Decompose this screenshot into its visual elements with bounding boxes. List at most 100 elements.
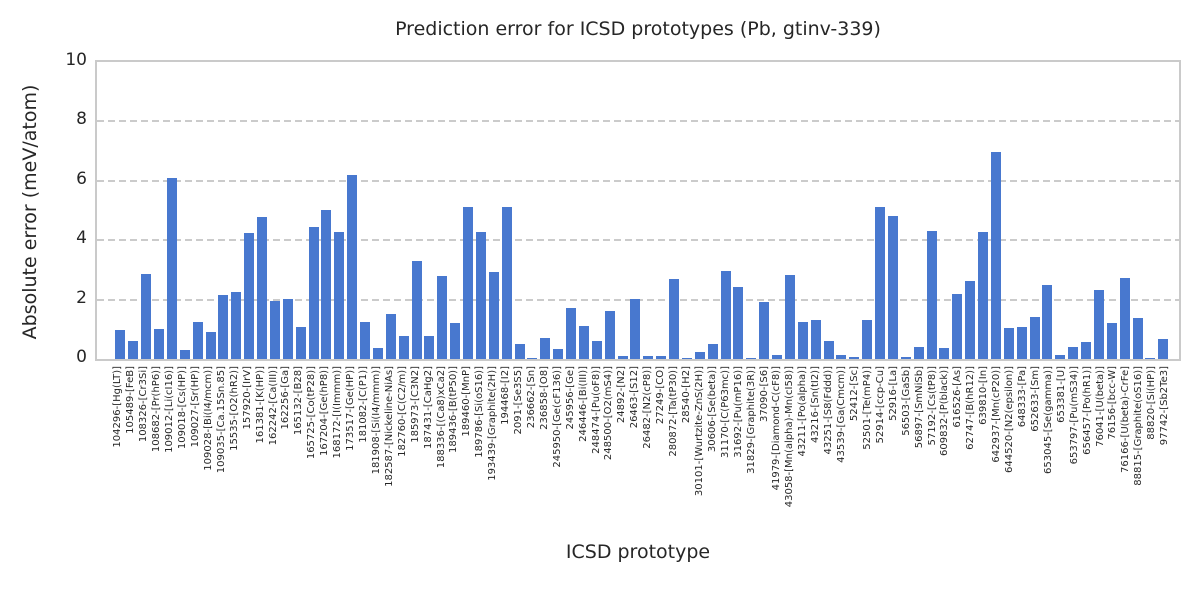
bar-slot bbox=[166, 62, 179, 359]
bar-slot bbox=[1105, 62, 1118, 359]
bar-slot bbox=[1118, 62, 1131, 359]
bar-slot bbox=[938, 62, 951, 359]
bar bbox=[707, 344, 718, 359]
x-tick-label: 31170-[C(P63mc)] bbox=[719, 366, 731, 459]
x-tick-slot: 31829-[Graphite(3R)] bbox=[745, 366, 758, 538]
bar bbox=[553, 349, 564, 359]
x-tick-slot: 15535-[O2(hR2)] bbox=[228, 366, 241, 538]
x-tick-label: 157920-[IrV] bbox=[241, 366, 253, 430]
x-tick-slot: 248500-[O2(mS4)] bbox=[603, 366, 616, 538]
x-tick-label: 43216-[Sn(tI2)] bbox=[810, 366, 822, 443]
bar bbox=[566, 307, 577, 359]
x-tick-slot: 185973-[C3N2] bbox=[409, 366, 422, 538]
x-tick-slot: 648333-[Pa] bbox=[1017, 366, 1030, 538]
x-tick-slot: 109028-[Bi(I4/mcm)] bbox=[202, 366, 215, 538]
bar-series bbox=[114, 62, 1170, 359]
bar bbox=[591, 340, 602, 359]
x-tick-label: 245956-[Ge] bbox=[564, 366, 576, 430]
x-tick-label: 62747-[B(hR12)] bbox=[965, 366, 977, 450]
x-tick-label: 165132-[B28] bbox=[293, 366, 305, 436]
bar-slot bbox=[436, 62, 449, 359]
bar-slot bbox=[796, 62, 809, 359]
x-tick-slot: 157920-[IrV] bbox=[241, 366, 254, 538]
x-tick-label: 76166-[U(beta)-CrFe] bbox=[1120, 366, 1132, 473]
x-tick-label: 52916-[La] bbox=[887, 366, 899, 421]
bar-slot bbox=[925, 62, 938, 359]
x-tick-label: 52501-[Te(mP4)] bbox=[861, 366, 873, 450]
bar bbox=[669, 278, 680, 359]
bar bbox=[192, 321, 203, 359]
x-tick-slot: 43058-[Mn(alpha)-Mn(cI58)] bbox=[784, 366, 797, 538]
x-tick-slot: 616526-[As] bbox=[952, 366, 965, 538]
bar-slot bbox=[964, 62, 977, 359]
bar bbox=[1093, 289, 1104, 359]
bar-slot bbox=[294, 62, 307, 359]
x-tick-slot: 162256-[Ga] bbox=[280, 366, 293, 538]
x-tick-slot: 56897-[SmNiSb] bbox=[913, 366, 926, 538]
bar-slot bbox=[243, 62, 256, 359]
x-tick-label: 43058-[Mn(alpha)-Mn(cI58)] bbox=[784, 366, 796, 508]
x-tick-slot: 236858-[O8] bbox=[538, 366, 551, 538]
bar-slot bbox=[693, 62, 706, 359]
x-tick-label: 109027-[Sr(HP)] bbox=[189, 366, 201, 448]
x-tick-label: 52914-[ccp-Cu] bbox=[874, 366, 886, 444]
bar bbox=[1003, 328, 1014, 359]
x-tick-label: 41979-[Diamond-C(cF8)] bbox=[771, 366, 783, 491]
x-tick-slot: 88815-[Graphite(oS16)] bbox=[1133, 366, 1146, 538]
bar bbox=[578, 326, 589, 359]
x-tick-label: 15535-[O2(hR2)] bbox=[228, 366, 240, 451]
bar bbox=[308, 226, 319, 359]
x-tick-label: 189436-[B(tP50)] bbox=[448, 366, 460, 453]
bar bbox=[398, 336, 409, 359]
bar-slot bbox=[462, 62, 475, 359]
bar-slot bbox=[668, 62, 681, 359]
bar bbox=[733, 287, 744, 359]
x-tick-slot: 161381-[K(HP)] bbox=[254, 366, 267, 538]
y-tick-label: 10 bbox=[65, 50, 87, 70]
bar bbox=[334, 231, 345, 359]
bar-slot bbox=[140, 62, 153, 359]
x-tick-slot: 76156-[bcc-W] bbox=[1107, 366, 1120, 538]
x-tick-label: 181908-[Si(I4/mmm)] bbox=[370, 366, 382, 475]
x-tick-slot: 2091-[Se3S5] bbox=[513, 366, 526, 538]
gridline bbox=[97, 239, 1179, 242]
bar bbox=[437, 276, 448, 359]
x-tick-label: 2091-[Se3S5] bbox=[513, 366, 525, 435]
x-tick-label: 168172-[I(Immm)] bbox=[332, 366, 344, 459]
x-tick-label: 644520-[N2(epsilon)] bbox=[1004, 366, 1016, 473]
bar-slot bbox=[706, 62, 719, 359]
bar bbox=[746, 358, 757, 359]
plot-area bbox=[95, 60, 1181, 361]
bar bbox=[926, 230, 937, 359]
y-tick-label: 8 bbox=[76, 109, 87, 130]
bar-slot bbox=[655, 62, 668, 359]
x-tick-label: 57192-[Cs(tP8)] bbox=[926, 366, 938, 446]
bar-slot bbox=[423, 62, 436, 359]
x-tick-label: 43539-[Ga(Cmcm)] bbox=[836, 366, 848, 463]
bar-slot bbox=[809, 62, 822, 359]
x-tick-slot: 109018-[Cs(HP)] bbox=[177, 366, 190, 538]
x-tick-slot: 104296-[Hg(LT)] bbox=[112, 366, 125, 538]
x-tick-label: 189460-[MnP] bbox=[461, 366, 473, 437]
x-tick-label: 248500-[O2(mS4)] bbox=[603, 366, 615, 461]
x-tick-slot: 109012-[Li(cI16)] bbox=[164, 366, 177, 538]
bar-slot bbox=[616, 62, 629, 359]
bar bbox=[900, 357, 911, 359]
bar bbox=[411, 261, 422, 359]
x-tick-label: 27249-[CO] bbox=[655, 366, 667, 425]
x-tick-label: 109012-[Li(cI16)] bbox=[164, 366, 176, 453]
x-tick-slot: 168172-[I(Immm)] bbox=[332, 366, 345, 538]
x-tick-slot: 639810-[In] bbox=[978, 366, 991, 538]
bar-slot bbox=[719, 62, 732, 359]
bar-slot bbox=[990, 62, 1003, 359]
x-tick-slot: 43211-[Po(alpha)] bbox=[797, 366, 810, 538]
bar-slot bbox=[475, 62, 488, 359]
x-tick-slot: 236662-[Sn] bbox=[526, 366, 539, 538]
bar bbox=[939, 348, 950, 359]
x-tick-slot: 108326-[Cr3Si] bbox=[138, 366, 151, 538]
bar bbox=[1016, 327, 1027, 359]
bar-slot bbox=[539, 62, 552, 359]
x-tick-slot: 653797-[Pu(mS34)] bbox=[1068, 366, 1081, 538]
bar-slot bbox=[217, 62, 230, 359]
bar-slot bbox=[230, 62, 243, 359]
